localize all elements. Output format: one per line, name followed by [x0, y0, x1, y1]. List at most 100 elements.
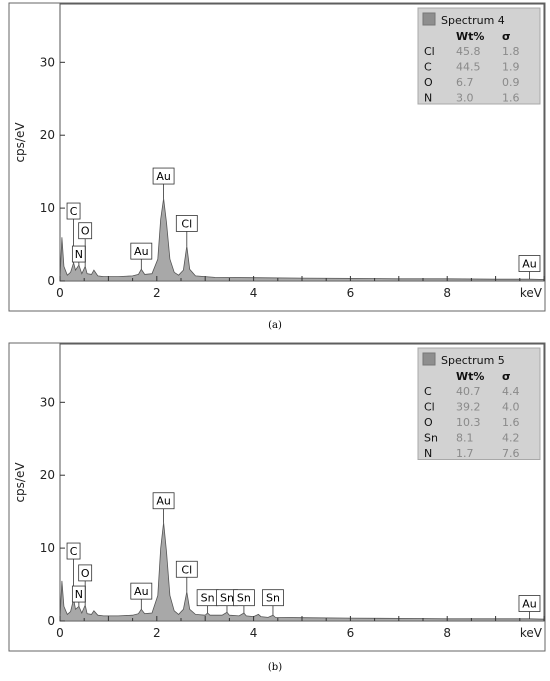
- x-tick-label: 0: [56, 286, 64, 300]
- legend-row-wt: 1.7: [456, 447, 474, 460]
- peak-label-text: Au: [156, 495, 171, 508]
- peak-label-au: Au: [152, 167, 175, 199]
- legend-row-element: C: [424, 385, 432, 398]
- legend-swatch: [422, 352, 436, 366]
- peak-label-text: Au: [134, 585, 149, 598]
- peak-label-text: O: [81, 567, 90, 580]
- spectrum-area: [59, 522, 545, 622]
- peak-label-sn: Sn: [196, 589, 219, 613]
- peak-label-box: [175, 560, 198, 578]
- peak-label-text: Au: [134, 245, 149, 258]
- peak-label-box: [152, 492, 175, 510]
- caption-a: (a): [268, 320, 282, 331]
- x-tick-label: 8: [443, 286, 451, 300]
- peak-label-text: Au: [522, 598, 537, 611]
- peak-label-sn: Sn: [233, 589, 255, 613]
- y-tick-label: 10: [40, 541, 55, 555]
- x-tick-label: 2: [153, 286, 161, 300]
- peak-label-text: Sn: [201, 592, 215, 605]
- legend-background: [417, 7, 541, 105]
- legend-background: [417, 347, 541, 460]
- legend-row-element: O: [424, 416, 433, 429]
- legend-row-element: Cl: [424, 45, 435, 58]
- spectrum-area: [59, 198, 545, 282]
- legend-row-sigma: 1.8: [502, 45, 520, 58]
- y-tick-label: 0: [47, 614, 55, 628]
- y-axis-label: cps/eV: [13, 122, 27, 163]
- peak-label-box: [130, 242, 153, 260]
- y-tick-label: 0: [47, 274, 55, 288]
- peak-label-text: N: [75, 248, 83, 261]
- legend-row-wt: 10.3: [456, 416, 481, 429]
- peak-label-n: N: [71, 245, 86, 265]
- peak-label-o: O: [78, 222, 93, 267]
- peak-label-box: [518, 255, 541, 272]
- x-axis-label: keV: [520, 626, 543, 640]
- peak-label-box: [130, 582, 153, 600]
- peak-label-box: [78, 564, 93, 582]
- legend-header-wt: Wt%: [456, 370, 484, 383]
- peak-label-text: N: [75, 588, 83, 601]
- x-tick-label: 2: [153, 626, 161, 640]
- peak-label-au: Au: [518, 595, 541, 619]
- y-tick-label: 30: [40, 395, 55, 409]
- legend-row-element: Sn: [424, 432, 438, 445]
- legend-header-sigma: σ: [502, 370, 511, 383]
- peak-label-text: Au: [156, 170, 171, 183]
- chart-border: [8, 2, 546, 312]
- y-axis-label: cps/eV: [13, 462, 27, 503]
- x-tick-label: 8: [443, 626, 451, 640]
- caption-b: (b): [267, 662, 283, 673]
- legend-row-sigma: 4.0: [502, 401, 520, 414]
- peak-label-box: [175, 215, 198, 232]
- legend-row-sigma: 1.6: [502, 92, 520, 105]
- legend-swatch: [422, 12, 436, 26]
- peak-label-text: Cl: [181, 217, 192, 230]
- legend-table: Spectrum 5 Wt% σ C 40.7 4.4 Cl 39.2 4.0 O 10.3 1.6 S…: [417, 347, 541, 460]
- legend-table: Spectrum 4 Wt% σ Cl 45.8 1.8 C 44.5 1.9 O 6.7 0.9 N 3…: [417, 7, 541, 105]
- peak-label-text: Sn: [266, 592, 280, 605]
- x-tick-label: 6: [347, 626, 355, 640]
- peak-label-box: [152, 167, 175, 185]
- peak-label-text: Sn: [237, 592, 251, 605]
- y-tick-label: 20: [40, 128, 55, 142]
- legend-row-element: Cl: [424, 401, 435, 414]
- peak-label-box: [66, 202, 81, 220]
- peak-label-box: [233, 589, 255, 607]
- x-tick-label: 6: [347, 286, 355, 300]
- chart-panel-b: 0 10 20 30 0 2 4 6 8 keV cps/eV C N O Au Au Cl Sn Sn Sn Sn Au…: [8, 342, 546, 652]
- y-tick-label: 10: [40, 201, 55, 215]
- legend-row-wt: 3.0: [456, 92, 474, 105]
- legend-row-wt: 8.1: [456, 432, 474, 445]
- peak-label-o: O: [78, 564, 93, 605]
- peak-label-text: Cl: [181, 563, 192, 576]
- legend-row-sigma: 1.6: [502, 416, 520, 429]
- peak-label-au: Au: [130, 582, 153, 610]
- peak-label-text: C: [70, 545, 78, 558]
- peak-label-au: Au: [152, 492, 175, 523]
- x-tick-label: 0: [56, 626, 64, 640]
- peak-label-cl: Cl: [175, 215, 198, 247]
- x-tick-label: 4: [250, 626, 258, 640]
- chart-border: [8, 342, 546, 652]
- peak-label-text: Au: [522, 258, 537, 271]
- peak-label-text: Sn: [220, 592, 234, 605]
- peak-label-text: O: [81, 225, 90, 238]
- legend-row-wt: 6.7: [456, 76, 474, 89]
- legend-row-sigma: 7.6: [502, 447, 520, 460]
- legend-row-element: N: [424, 92, 432, 105]
- peak-label-box: [66, 542, 81, 560]
- x-axis-label: keV: [520, 286, 543, 300]
- peak-label-sn: Sn: [262, 589, 284, 616]
- y-tick-label: 20: [40, 468, 55, 482]
- legend-row-element: C: [424, 61, 432, 74]
- peak-label-box: [262, 589, 284, 607]
- legend-header-wt: Wt%: [456, 30, 484, 43]
- peak-label-sn: Sn: [216, 589, 238, 613]
- peak-label-box: [518, 595, 541, 612]
- legend-row-sigma: 1.9: [502, 61, 520, 74]
- legend-row-sigma: 4.4: [502, 385, 520, 398]
- x-tick-label: 4: [250, 286, 258, 300]
